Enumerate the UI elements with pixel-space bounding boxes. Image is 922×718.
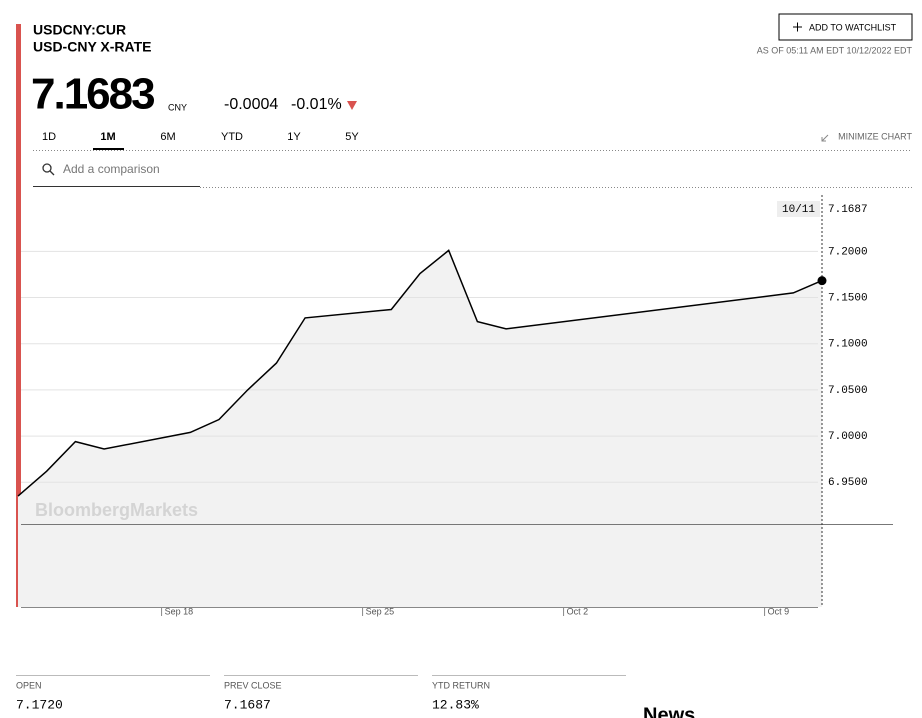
y-tick-label: 7.0000 xyxy=(828,431,868,443)
minimize-icon xyxy=(821,134,829,142)
watchlist-button[interactable]: ADD TO WATCHLIST xyxy=(778,13,913,41)
price: 7.1683 xyxy=(31,70,154,119)
search-icon xyxy=(42,163,52,173)
price-line xyxy=(17,249,823,497)
accent-bar xyxy=(16,24,21,607)
y-tick-label: 7.1000 xyxy=(828,339,868,351)
x-tick-label: Oct 9 xyxy=(768,606,790,616)
button-label: ADD TO WATCHLIST xyxy=(809,22,897,32)
price-chart: 6.9500 7.0000 7.0500 7.1000 7.1500 7.2000 Bloo… xyxy=(17,195,893,616)
change-percent: -0.01% xyxy=(291,96,342,113)
range-tab[interactable]: 6M xyxy=(160,131,175,143)
currency: CNY xyxy=(168,102,187,112)
down-arrow xyxy=(347,101,357,110)
stat-label: PREV CLOSE xyxy=(224,680,282,690)
range-tab[interactable]: 1M xyxy=(100,131,115,143)
instrument-name: USD-CNY X-RATE xyxy=(33,39,152,55)
as-of: AS OF 05:11 AM EDT 10/12/2022 EDT xyxy=(757,45,913,55)
y-tick-label: 7.1500 xyxy=(828,292,868,304)
active-tab-underline xyxy=(93,148,124,150)
stat-label: YTD RETURN xyxy=(432,680,490,690)
x-tick-label: Sep 25 xyxy=(366,606,395,616)
x-tick-label: Sep 18 xyxy=(165,606,194,616)
minimize-chart[interactable]: MINIMIZE CHART xyxy=(821,131,912,142)
last-point xyxy=(817,276,827,286)
ticker: USDCNY:CUR xyxy=(33,22,126,38)
stat-value: 7.1687 xyxy=(224,697,271,712)
stat-value: 12.83% xyxy=(432,697,479,712)
y-tick-label: 6.9500 xyxy=(828,477,868,489)
search-placeholder: Add a comparison xyxy=(63,162,160,176)
stat-value: 7.1720 xyxy=(16,697,63,712)
plus-icon xyxy=(793,22,802,32)
change: -0.0004 xyxy=(224,96,278,113)
range-tab[interactable]: 1Y xyxy=(287,131,301,143)
range-tab[interactable]: YTD xyxy=(221,131,243,143)
stat-label: OPEN xyxy=(16,680,42,690)
crosshair-date: 10/11 xyxy=(782,204,815,216)
crosshair-date-box xyxy=(777,201,820,217)
x-tick-label: Oct 2 xyxy=(567,606,589,616)
minimize-label: MINIMIZE CHART xyxy=(838,131,912,141)
area xyxy=(18,250,822,607)
y-tick-label: 7.2000 xyxy=(828,246,868,258)
watermark: BloombergMarkets xyxy=(35,500,198,520)
news-heading: News xyxy=(643,704,695,718)
range-tab[interactable]: 5Y xyxy=(345,131,359,143)
search-icon-handle xyxy=(49,170,55,176)
range-tab[interactable]: 1D xyxy=(42,131,56,143)
y-tick-label: 7.0500 xyxy=(828,385,868,397)
comparison-search[interactable]: Add a comparison xyxy=(33,162,200,187)
crosshair-value: 7.1687 xyxy=(828,204,868,216)
